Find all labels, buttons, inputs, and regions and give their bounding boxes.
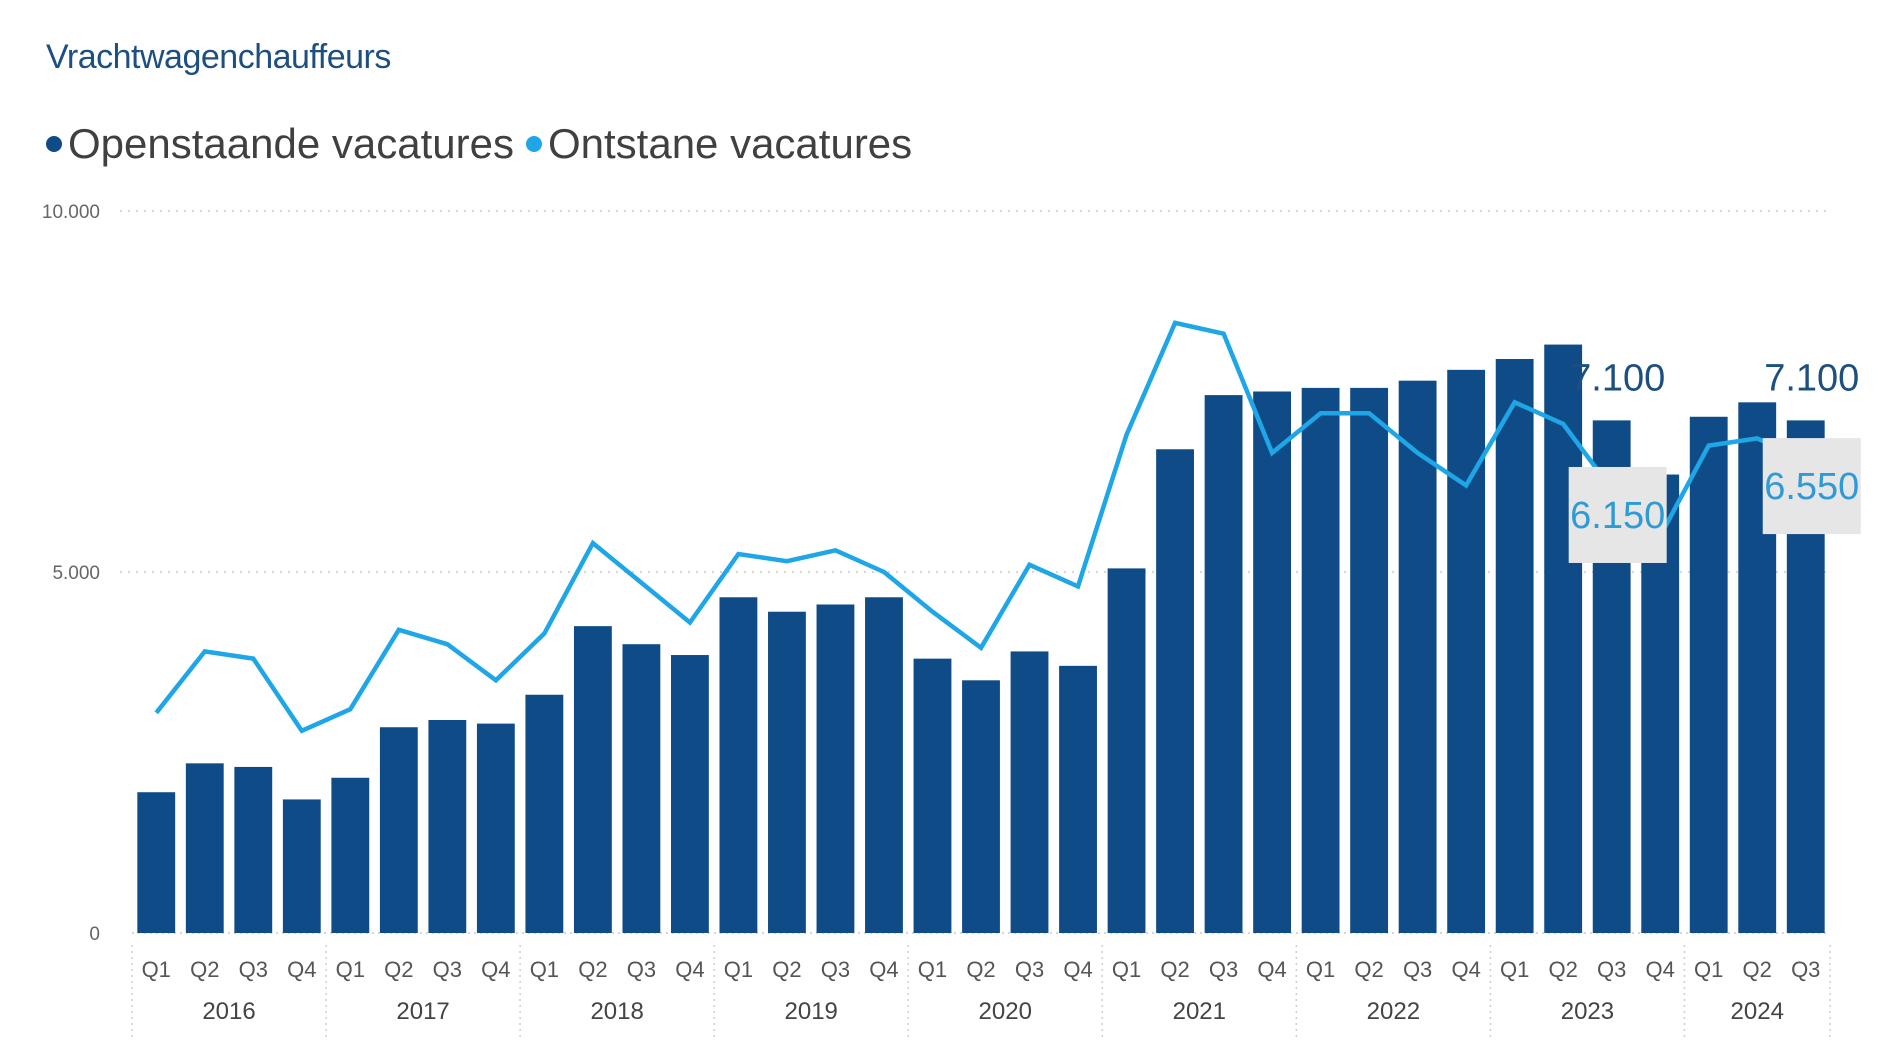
x-tick-label: Q4 [1451, 957, 1480, 982]
bar-openstaande[interactable] [1156, 449, 1194, 933]
bar-openstaande[interactable] [1204, 395, 1243, 933]
bar-openstaande[interactable] [913, 658, 952, 933]
x-tick-label: Q1 [530, 957, 559, 982]
x-tick-label: Q2 [772, 957, 801, 982]
x-year-label: 2021 [1173, 998, 1226, 1025]
bar-openstaande[interactable] [1301, 387, 1340, 933]
x-tick-label: Q2 [384, 957, 413, 982]
x-year-label: 2023 [1561, 998, 1614, 1025]
legend: Openstaande vacatures Ontstane vacatures [46, 120, 924, 168]
x-tick-label: Q3 [1597, 957, 1626, 982]
bar-openstaande[interactable] [1544, 344, 1583, 933]
x-tick-label: Q2 [1160, 957, 1189, 982]
y-tick-label: 5.000 [52, 563, 100, 584]
bar-openstaande[interactable] [768, 611, 806, 933]
x-tick-label: Q1 [1306, 957, 1335, 982]
data-label-openstaande: 7.100 [1764, 357, 1859, 399]
bar-openstaande[interactable] [428, 720, 467, 933]
x-year-label: 2024 [1731, 998, 1784, 1025]
x-tick-label: Q1 [724, 957, 753, 982]
x-tick-label: Q4 [1646, 957, 1675, 982]
bar-openstaande[interactable] [137, 792, 176, 933]
x-tick-label: Q3 [627, 957, 656, 982]
x-tick-label: Q3 [1791, 957, 1820, 982]
x-tick-label: Q2 [1548, 957, 1577, 982]
bar-openstaande[interactable] [1253, 391, 1292, 934]
x-year-label: 2018 [590, 998, 643, 1025]
x-tick-label: Q1 [336, 957, 365, 982]
bar-openstaande[interactable] [962, 680, 1000, 933]
bar-openstaande[interactable] [622, 644, 661, 933]
bar-openstaande[interactable] [1010, 651, 1049, 933]
x-tick-label: Q1 [1500, 957, 1529, 982]
legend-label-ontstane: Ontstane vacatures [547, 120, 913, 167]
bar-openstaande[interactable] [573, 626, 612, 933]
x-tick-label: Q4 [1257, 957, 1286, 982]
data-label-openstaande: 7.100 [1570, 357, 1665, 399]
x-tick-label: Q2 [1354, 957, 1383, 982]
x-tick-label: Q1 [1112, 957, 1141, 982]
x-tick-label: Q4 [675, 957, 704, 982]
x-year-label: 2022 [1367, 998, 1420, 1025]
data-label-box [1568, 466, 1667, 563]
legend-label-openstaande: Openstaande vacatures [68, 120, 514, 167]
data-label-ontstane: 6.150 [1570, 495, 1665, 537]
data-label-box [1762, 438, 1861, 535]
legend-item-ontstane[interactable]: Ontstane vacatures [525, 120, 913, 168]
bar-openstaande[interactable] [1447, 369, 1486, 934]
line-ontstane[interactable] [154, 320, 1807, 734]
x-tick-label: Q4 [869, 957, 898, 982]
x-tick-label: Q3 [1403, 957, 1432, 982]
bar-openstaande[interactable] [1107, 568, 1146, 933]
x-year-label: 2017 [396, 998, 449, 1025]
x-tick-label: Q2 [966, 957, 995, 982]
legend-marker-ontstane [525, 136, 542, 152]
x-tick-label: Q3 [1015, 957, 1044, 982]
bar-openstaande[interactable] [816, 604, 855, 933]
x-tick-label: Q3 [433, 957, 462, 982]
bar-openstaande[interactable] [719, 597, 758, 933]
x-tick-label: Q4 [481, 957, 510, 982]
x-year-label: 2020 [979, 998, 1032, 1025]
x-tick-label: Q2 [190, 957, 219, 982]
chart-title: Vrachtwagenchauffeurs [46, 38, 391, 76]
bar-openstaande[interactable] [185, 763, 224, 933]
bar-openstaande[interactable] [525, 694, 564, 933]
x-tick-label: Q2 [1743, 957, 1772, 982]
x-tick-label: Q4 [1063, 957, 1092, 982]
data-label-ontstane: 6.550 [1764, 466, 1859, 508]
x-tick-label: Q1 [1694, 957, 1723, 982]
bar-openstaande[interactable] [1689, 416, 1728, 933]
bar-openstaande[interactable] [379, 727, 418, 933]
y-tick-label: 10.000 [42, 202, 100, 223]
x-tick-label: Q2 [578, 957, 607, 982]
legend-marker-openstaande [46, 136, 62, 152]
bar-openstaande[interactable] [865, 597, 903, 933]
bar-openstaande[interactable] [234, 766, 273, 933]
bar-openstaande[interactable] [282, 799, 321, 933]
bar-openstaande[interactable] [1350, 387, 1389, 933]
bar-openstaande[interactable] [1495, 359, 1534, 933]
x-tick-label: Q3 [821, 957, 850, 982]
x-year-label: 2019 [785, 998, 838, 1025]
y-tick-label: 0 [89, 924, 100, 945]
bar-openstaande[interactable] [670, 655, 709, 933]
bar-openstaande[interactable] [1059, 665, 1097, 933]
x-tick-label: Q1 [142, 957, 171, 982]
x-tick-label: Q3 [1209, 957, 1238, 982]
legend-item-openstaande[interactable]: Openstaande vacatures [46, 120, 514, 168]
x-tick-label: Q4 [287, 957, 316, 982]
x-tick-label: Q3 [239, 957, 268, 982]
x-year-label: 2016 [202, 998, 255, 1025]
bar-openstaande[interactable] [476, 723, 515, 933]
x-tick-label: Q1 [918, 957, 947, 982]
bar-openstaande[interactable] [1398, 380, 1437, 933]
bar-openstaande[interactable] [331, 777, 370, 933]
